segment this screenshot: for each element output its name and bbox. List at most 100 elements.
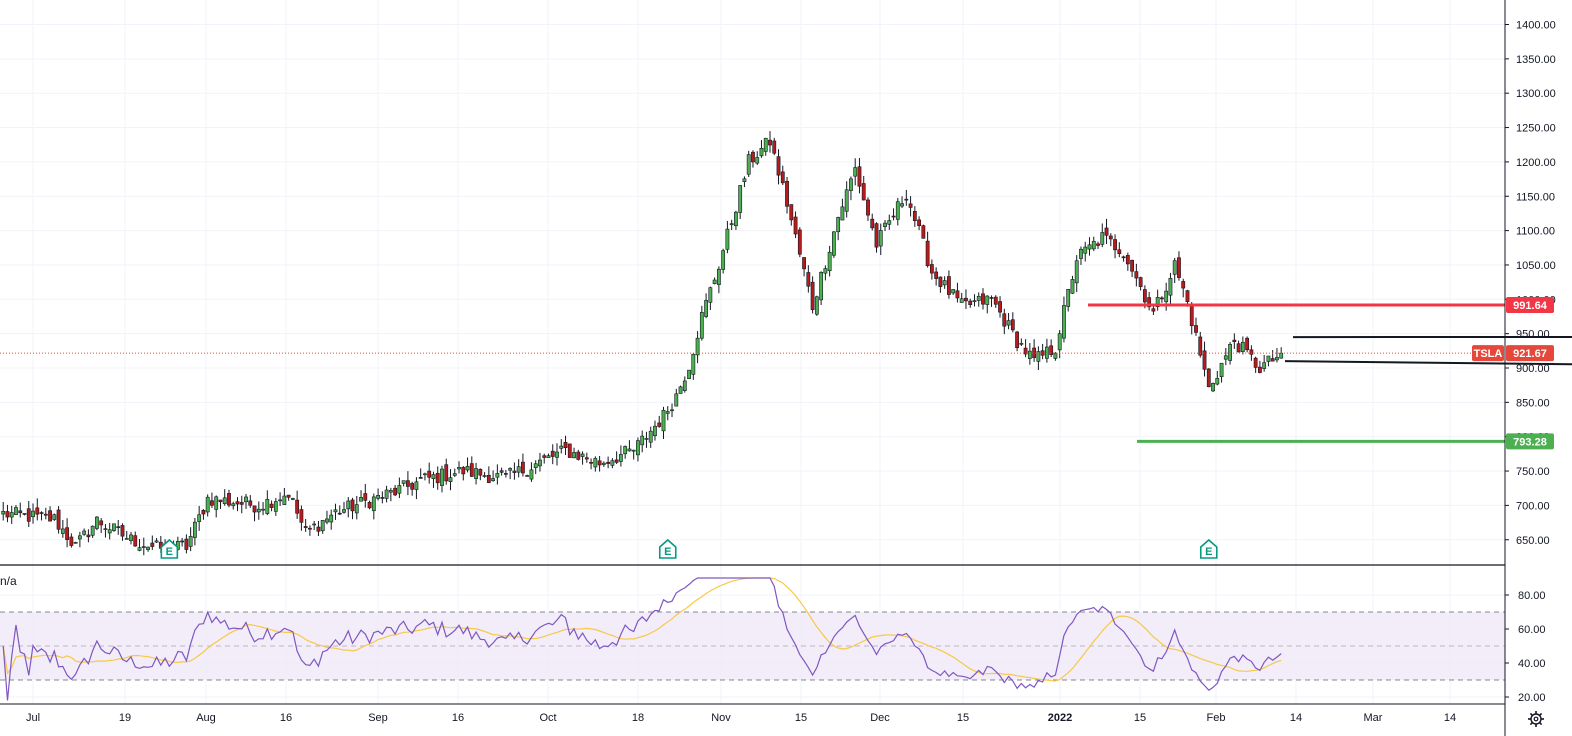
candle-body-down — [1049, 345, 1054, 355]
candle-body-up — [265, 499, 270, 514]
candle — [976, 292, 981, 307]
candle — [346, 496, 351, 518]
candle-body-down — [239, 502, 244, 505]
candle-body-up — [593, 458, 598, 468]
candle — [921, 224, 926, 239]
candle — [452, 468, 457, 477]
candle-body-up — [1, 510, 6, 515]
candle — [35, 498, 40, 521]
candle — [116, 519, 121, 535]
candle-body-down — [461, 467, 466, 475]
candle-body-down — [35, 507, 40, 515]
candle-body-up — [384, 489, 389, 499]
candle-body-down — [793, 216, 798, 235]
candle-body-down — [393, 487, 398, 496]
candle-body-down — [1134, 271, 1139, 279]
candle — [299, 505, 304, 531]
candle — [359, 490, 363, 502]
candle-body-up — [853, 167, 858, 177]
candle-body-up — [648, 430, 653, 443]
candle-body-up — [729, 223, 734, 226]
earnings-marker[interactable]: E — [658, 538, 677, 559]
candle — [853, 158, 858, 186]
candle — [150, 535, 155, 550]
candle-body-up — [661, 409, 666, 432]
candle — [1121, 255, 1126, 262]
candle — [1232, 333, 1237, 349]
candle-body-up — [827, 251, 832, 272]
candle-body-down — [1245, 337, 1250, 351]
candle-body-up — [474, 468, 478, 479]
candle-body-up — [1045, 346, 1049, 359]
last-price-tag[interactable]: 921.67 TSLA — [1472, 345, 1554, 362]
candle-body-down — [469, 463, 474, 477]
candle-body-down — [1104, 227, 1109, 236]
candle-body-up — [844, 189, 849, 212]
candle — [188, 527, 193, 552]
candle — [325, 510, 329, 525]
settings-gear-icon[interactable] — [1528, 711, 1544, 727]
earnings-marker[interactable]: E — [1199, 538, 1218, 559]
candle-body-up — [665, 411, 670, 414]
candle-body-down — [1151, 308, 1156, 312]
candle — [516, 459, 521, 478]
level-price-tag[interactable]: 793.28 — [1506, 433, 1554, 450]
candle — [682, 376, 687, 393]
level-price-tag[interactable]: 991.64 — [1506, 297, 1554, 314]
candle-body-up — [491, 478, 496, 482]
candle — [687, 369, 691, 380]
candle — [1019, 338, 1024, 347]
candle-body-down — [337, 512, 342, 515]
candle — [533, 460, 538, 475]
candle-body-down — [1113, 239, 1117, 251]
candle — [964, 289, 968, 310]
candle — [670, 403, 674, 418]
earnings-marker[interactable]: E — [160, 538, 179, 559]
candle — [1181, 278, 1186, 298]
candle-body-down — [955, 290, 960, 299]
indicator-value-label: n/a — [0, 574, 17, 588]
candle — [1087, 237, 1092, 256]
candle — [1057, 330, 1062, 359]
candle-body-up — [290, 498, 295, 500]
candle-body-down — [934, 271, 939, 279]
candle-body-up — [342, 509, 346, 513]
candle-body-down — [550, 450, 555, 457]
candle-body-down — [525, 475, 530, 477]
candle-body-down — [512, 470, 517, 473]
candle-body-down — [1096, 243, 1100, 246]
candle-body-up — [849, 178, 853, 191]
candle — [286, 494, 291, 501]
candle — [129, 531, 133, 545]
candle — [989, 295, 994, 307]
candle-body-down — [201, 509, 206, 515]
candle-body-up — [734, 211, 738, 227]
candle-body-down — [1249, 349, 1254, 355]
candle — [572, 447, 576, 459]
candle — [469, 456, 474, 478]
candle — [929, 259, 934, 280]
candle — [112, 523, 116, 532]
candle — [363, 483, 368, 508]
time-tick-label: 14 — [1290, 712, 1302, 724]
candle — [857, 158, 862, 194]
candle — [1206, 368, 1211, 388]
candle — [5, 504, 10, 523]
candle-body-down — [120, 525, 125, 537]
candle-body-up — [1036, 351, 1041, 362]
candle — [376, 488, 380, 501]
candle-body-down — [1142, 289, 1147, 303]
candle — [763, 137, 768, 156]
candle-body-down — [499, 470, 504, 473]
candle — [1245, 336, 1250, 353]
candle-body-up — [77, 535, 82, 540]
candle-body-down — [576, 451, 581, 460]
candle — [273, 498, 278, 516]
candle-body-up — [972, 300, 977, 302]
candle — [141, 537, 146, 556]
candle-body-up — [1215, 378, 1220, 385]
chart-drawings[interactable] — [0, 303, 1572, 443]
price-tick-label: 1100.00 — [1516, 226, 1555, 238]
